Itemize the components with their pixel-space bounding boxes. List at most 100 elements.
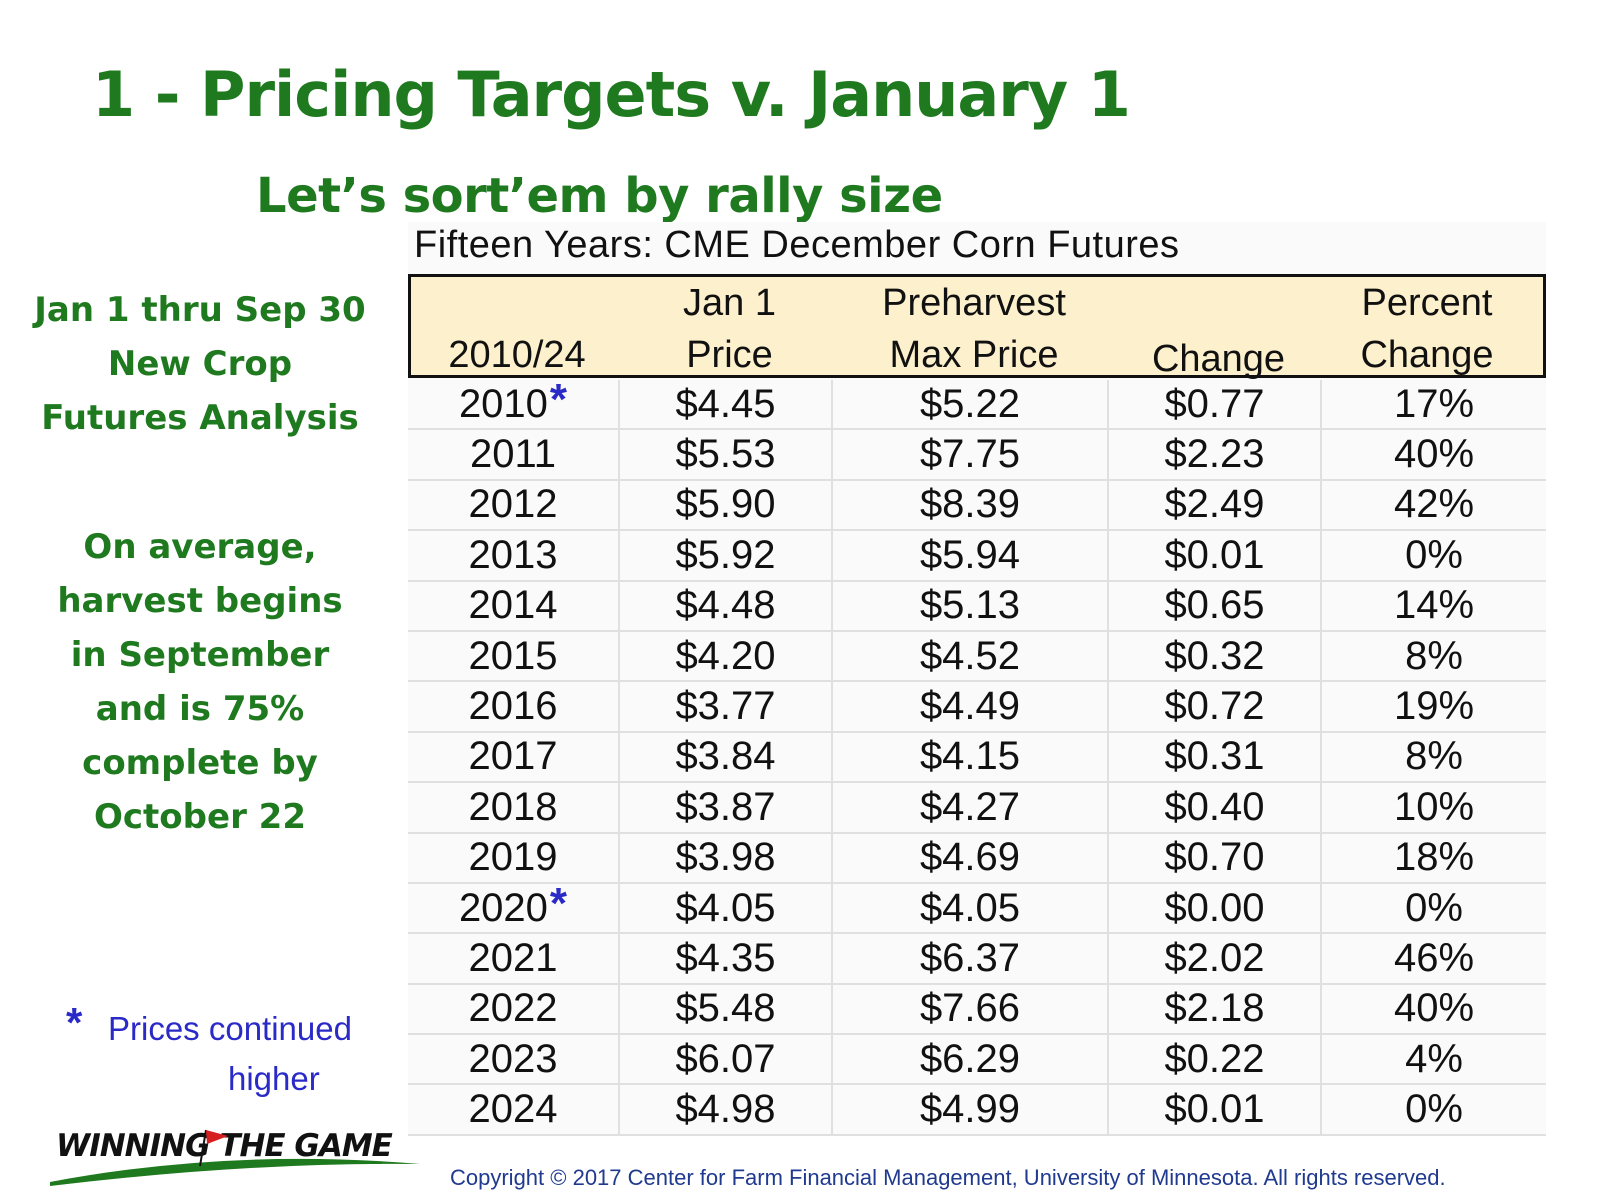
year-cell: 2017 xyxy=(408,732,620,782)
jan1-price-cell: $4.98 xyxy=(620,1085,833,1134)
table-row: 2020 * $4.05 $4.05 $0.00 0% xyxy=(408,879,1546,935)
year-cell: 2016 xyxy=(408,682,620,731)
header-line: Change xyxy=(1151,338,1286,380)
percent-change-cell: 8% xyxy=(1405,633,1463,678)
change-cell: $0.40 xyxy=(1109,783,1322,832)
asterisk-icon: * xyxy=(549,879,568,929)
jan1-price-cell: $6.07 xyxy=(620,1035,833,1084)
percent-change-cell: 4% xyxy=(1405,1036,1463,1081)
max-price-cell: $5.13 xyxy=(833,581,1109,630)
table-row: 2015 $4.20 $4.52 $0.32 8% xyxy=(408,631,1546,683)
max-price-cell: $8.39 xyxy=(833,480,1109,530)
year-text: 2023 xyxy=(468,1036,558,1081)
table-title: Fifteen Years: CME December Corn Futures xyxy=(414,224,1180,266)
year-text: 2018 xyxy=(468,784,558,829)
max-price-cell: $5.22 xyxy=(833,380,1109,429)
year-cell: 2011 xyxy=(408,430,620,479)
header-line: Price xyxy=(686,334,773,376)
change-cell: $0.70 xyxy=(1109,833,1322,882)
max-price-cell: $7.66 xyxy=(833,984,1109,1034)
change-cell: $0.77 xyxy=(1109,380,1322,429)
max-price-cell: $4.27 xyxy=(833,783,1109,832)
max-price-cell: $4.69 xyxy=(833,833,1109,882)
jan1-price-cell: $4.05 xyxy=(620,883,833,933)
percent-change-cell: 18% xyxy=(1393,835,1475,880)
change-cell: $0.31 xyxy=(1109,732,1322,782)
table-row: 2021 $4.35 $6.37 $2.02 46% xyxy=(408,934,1546,985)
header-line: Percent xyxy=(1361,282,1493,324)
change-cell: $0.01 xyxy=(1109,531,1322,580)
change-cell: $2.02 xyxy=(1109,934,1322,983)
year-text: 2024 xyxy=(468,1087,558,1132)
logo-text: WINNING THE GAME xyxy=(56,1128,393,1164)
year-cell: 2021 xyxy=(408,934,620,983)
change-cell: $2.49 xyxy=(1109,480,1322,530)
max-price-cell: $6.37 xyxy=(833,934,1109,983)
table-row: 2013 $5.92 $5.94 $0.01 0% xyxy=(408,531,1546,582)
jan1-price-cell: $5.92 xyxy=(620,531,833,580)
footnote-line: higher xyxy=(228,1060,320,1097)
table-row: 2024 $4.98 $4.99 $0.01 0% xyxy=(408,1085,1546,1136)
table-row: 2018 $3.87 $4.27 $0.40 10% xyxy=(408,783,1546,834)
year-cell: 2013 xyxy=(408,531,620,580)
year-text: 2019 xyxy=(468,835,558,880)
side-line: Futures Analysis xyxy=(41,398,359,438)
header-line xyxy=(1112,281,1325,333)
side-line: in September xyxy=(70,635,330,675)
table-row: 2023 $6.07 $6.29 $0.22 4% xyxy=(408,1035,1546,1086)
change-cell: $0.72 xyxy=(1109,682,1322,731)
percent-change-cell: 46% xyxy=(1393,935,1475,980)
year-cell: 2023 xyxy=(408,1035,620,1084)
table-row: 2017 $3.84 $4.15 $0.31 8% xyxy=(408,732,1546,784)
side-line: On average, xyxy=(83,527,317,567)
table-header: 2010/24 Jan 1 Price Preharvest Max Price… xyxy=(408,274,1546,381)
logo-swoosh-icon xyxy=(50,1129,420,1186)
jan1-price-cell: $3.77 xyxy=(620,682,833,731)
side-line: and is 75% xyxy=(95,689,305,729)
percent-change-cell: 40% xyxy=(1393,986,1475,1031)
header-line: Max Price xyxy=(889,334,1059,376)
percent-change-cell: 19% xyxy=(1393,684,1475,729)
table-row: 2010 * $4.45 $5.22 $0.77 17% xyxy=(408,375,1546,431)
table-row: 2019 $3.98 $4.69 $0.70 18% xyxy=(408,833,1546,884)
change-cell: $0.32 xyxy=(1109,631,1322,681)
year-cell: 2018 xyxy=(408,783,620,832)
percent-change-cell: 0% xyxy=(1405,532,1463,577)
header-col-jan1: Jan 1 Price xyxy=(623,277,836,381)
header-col-percent: Percent Change xyxy=(1315,277,1539,381)
year-text: 2016 xyxy=(468,684,558,729)
max-price-cell: $4.05 xyxy=(833,883,1109,933)
header-col-change: Change xyxy=(1112,281,1325,385)
slide-title: 1 - Pricing Targets v. January 1 xyxy=(92,58,1131,131)
year-text: 2014 xyxy=(468,583,558,628)
footnote-line: Prices continued xyxy=(108,1010,352,1047)
percent-change-cell: 42% xyxy=(1393,482,1475,527)
year-cell: 2014 xyxy=(408,581,620,630)
side-line: complete by xyxy=(82,743,318,783)
jan1-price-cell: $4.48 xyxy=(620,581,833,630)
max-price-cell: $6.29 xyxy=(833,1035,1109,1084)
header-line: 2010/24 xyxy=(448,334,586,376)
year-text: 2011 xyxy=(469,432,556,477)
table-row: 2014 $4.48 $5.13 $0.65 14% xyxy=(408,581,1546,632)
year-text: 2020 xyxy=(458,885,548,930)
change-cell: $0.01 xyxy=(1109,1085,1322,1134)
percent-change-cell: 10% xyxy=(1393,784,1475,829)
jan1-price-cell: $3.84 xyxy=(620,732,833,782)
table-row: 2011 $5.53 $7.75 $2.23 40% xyxy=(408,430,1546,481)
year-text: 2013 xyxy=(468,532,558,577)
analysis-period-text: Jan 1 thru Sep 30 New Crop Futures Analy… xyxy=(20,283,380,445)
percent-change-cell: 40% xyxy=(1393,432,1475,477)
year-text: 2012 xyxy=(468,482,558,527)
change-cell: $0.65 xyxy=(1109,581,1322,630)
year-cell: 2015 xyxy=(408,631,620,681)
max-price-cell: $4.49 xyxy=(833,682,1109,731)
jan1-price-cell: $5.48 xyxy=(620,984,833,1034)
winning-the-game-logo: WINNING THE GAME xyxy=(50,1128,430,1194)
header-line: Change xyxy=(1360,334,1494,376)
table-row: 2022 $5.48 $7.66 $2.18 40% xyxy=(408,984,1546,1036)
percent-change-cell: 0% xyxy=(1405,1087,1463,1132)
asterisk-icon: * xyxy=(549,375,568,425)
change-cell: $2.18 xyxy=(1109,984,1322,1034)
jan1-price-cell: $4.20 xyxy=(620,631,833,681)
